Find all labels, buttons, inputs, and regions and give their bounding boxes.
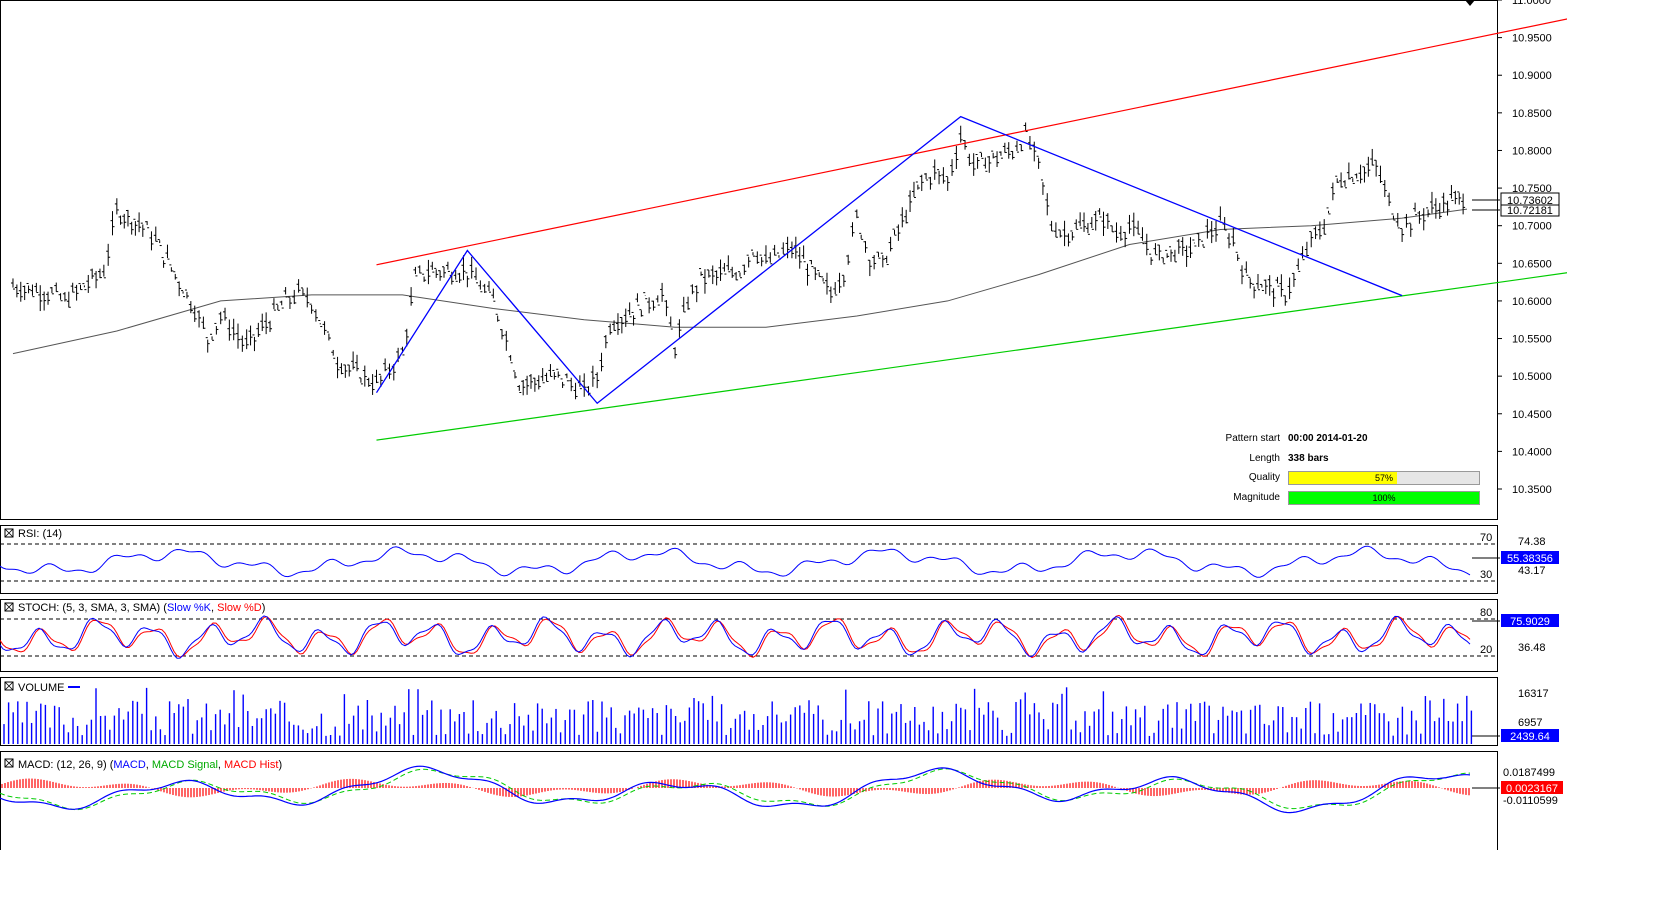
price-tick-label: 10.8000 bbox=[1512, 145, 1552, 157]
rsi-axis-top: 74.38 bbox=[1518, 536, 1546, 548]
stoch-d-path bbox=[0, 614, 1471, 659]
volume-panel-frame bbox=[0, 677, 1498, 746]
magnitude-value: 100% bbox=[1372, 493, 1396, 503]
quality-label: Quality bbox=[1248, 472, 1280, 483]
rsi-value-text: 55.38356 bbox=[1507, 553, 1553, 565]
magnitude-label: Magnitude bbox=[1233, 492, 1280, 503]
channel-lines bbox=[376, 12, 1597, 441]
stoch-toggle-icon[interactable] bbox=[4, 602, 14, 612]
stoch-k-label: Slow %K bbox=[167, 602, 212, 614]
quality-bar: 57% bbox=[1288, 471, 1480, 485]
rsi-axis-bottom: 43.17 bbox=[1518, 565, 1546, 577]
price-tick-label: 10.9000 bbox=[1512, 70, 1552, 82]
macd-lines bbox=[0, 765, 1471, 814]
ma-price-text: 10.72181 bbox=[1507, 205, 1553, 217]
pattern-start-value: 00:00 2014-01-20 bbox=[1288, 433, 1368, 444]
price-tick-label: 10.8500 bbox=[1512, 108, 1552, 120]
volume-axis-top: 16317 bbox=[1518, 688, 1549, 700]
stoch-value-text: 75.9029 bbox=[1510, 616, 1550, 628]
volume-bars bbox=[3, 687, 1473, 744]
ohlc-bars bbox=[10, 122, 1466, 400]
stoch-value-tag bbox=[1501, 614, 1559, 627]
stoch-upper-level: 80 bbox=[1480, 607, 1492, 619]
price-tick-label: 10.5000 bbox=[1512, 371, 1552, 383]
rsi-path bbox=[0, 545, 1471, 578]
rsi-upper-level: 70 bbox=[1480, 532, 1492, 544]
rsi-value-tag bbox=[1501, 551, 1559, 564]
volume-value-text: 2439.64 bbox=[1510, 731, 1550, 743]
rsi-panel-frame bbox=[0, 525, 1498, 594]
price-tick-label: 10.7500 bbox=[1512, 183, 1552, 195]
moving-average-path bbox=[12, 208, 1468, 355]
price-tick-label: 10.9500 bbox=[1512, 33, 1552, 45]
stoch-axis-level: 36.48 bbox=[1518, 642, 1546, 654]
volume-axis-mid: 6957 bbox=[1518, 717, 1542, 729]
rsi-panel: RSI: (14) 70 30 74.38 43.17 55.38356 bbox=[0, 528, 1559, 582]
stoch-title: STOCH: (5, 3, SMA, 3, SMA) bbox=[18, 602, 160, 614]
svg-text:STOCH: (5, 3, SMA, 3, SMA) (Sl: STOCH: (5, 3, SMA, 3, SMA) (Slow %K, Slo… bbox=[18, 602, 265, 614]
macd-title: MACD: (12, 26, 9) bbox=[18, 759, 107, 771]
price-tick-label: 10.7000 bbox=[1512, 221, 1552, 233]
ma-price-tag: 10.72181 bbox=[1472, 204, 1560, 217]
macd-signal-path bbox=[0, 768, 1471, 811]
last-price-text: 10.73602 bbox=[1507, 195, 1553, 207]
length-value: 338 bars bbox=[1288, 453, 1329, 464]
magnitude-bar-fill bbox=[1289, 492, 1479, 504]
volume-toggle-icon[interactable] bbox=[4, 681, 14, 691]
price-tick-label: 10.4000 bbox=[1512, 446, 1552, 458]
macd-panel: MACD: (12, 26, 9) (MACD, MACD Signal, MA… bbox=[0, 758, 1563, 814]
price-tick-label: 10.5500 bbox=[1512, 334, 1552, 346]
macd-signal-label: MACD Signal bbox=[152, 759, 218, 771]
volume-value-tag bbox=[1501, 729, 1559, 742]
macd-value-tag bbox=[1501, 781, 1563, 794]
macd-axis-top: 0.0187499 bbox=[1503, 767, 1555, 779]
lower-channel-line bbox=[376, 267, 1597, 441]
stoch-lower-level: 20 bbox=[1480, 644, 1492, 656]
chart-root: 11.0000 10.9500 10.9000 10.8500 10.8000 10.75… bbox=[0, 0, 1597, 880]
price-tick-label: 10.6000 bbox=[1512, 296, 1552, 308]
upper-channel-line bbox=[376, 12, 1597, 266]
top-right-marker-icon bbox=[1465, 0, 1475, 6]
macd-path bbox=[0, 765, 1471, 814]
length-label: Length bbox=[1249, 453, 1280, 464]
quality-bar-fill bbox=[1289, 472, 1398, 484]
volume-panel: VOLUME 16317 6957 2439.64 bbox=[3, 681, 1559, 744]
quality-value: 57% bbox=[1374, 473, 1393, 483]
pattern-start-label: Pattern start bbox=[1225, 433, 1280, 444]
rsi-line bbox=[0, 545, 1471, 578]
rsi-toggle-icon[interactable] bbox=[4, 528, 14, 538]
volume-title: VOLUME bbox=[18, 682, 64, 694]
moving-average-line bbox=[12, 208, 1468, 355]
price-tick-label: 10.6500 bbox=[1512, 258, 1552, 270]
price-tick-label: 11.0000 bbox=[1512, 0, 1551, 7]
price-tick-label: 10.3500 bbox=[1512, 484, 1552, 496]
macd-toggle-icon[interactable] bbox=[4, 758, 14, 768]
magnitude-bar: 100% bbox=[1288, 491, 1480, 505]
zigzag-pattern bbox=[375, 115, 1403, 405]
zigzag-path bbox=[375, 115, 1403, 405]
stoch-d-label: Slow %D bbox=[217, 602, 262, 614]
macd-hist-label: MACD Hist bbox=[224, 759, 278, 771]
price-axis: 11.0000 10.9500 10.9000 10.8500 10.8000 10.75… bbox=[1497, 0, 1552, 496]
macd-value-text: 0.0023167 bbox=[1506, 783, 1558, 795]
macd-axis-bottom: -0.0110599 bbox=[1503, 795, 1558, 807]
stoch-panel: STOCH: (5, 3, SMA, 3, SMA) (Slow %K, Slo… bbox=[0, 602, 1559, 659]
stoch-k-path bbox=[0, 615, 1471, 659]
svg-text:MACD: (12, 26, 9) (MACD, MACD: MACD: (12, 26, 9) (MACD, MACD Signal, MA… bbox=[18, 759, 282, 771]
macd-label: MACD bbox=[113, 759, 145, 771]
stoch-lines bbox=[0, 614, 1471, 659]
rsi-lower-level: 30 bbox=[1480, 569, 1492, 581]
price-tick-label: 10.4500 bbox=[1512, 409, 1552, 421]
rsi-title: RSI: (14) bbox=[18, 528, 62, 540]
